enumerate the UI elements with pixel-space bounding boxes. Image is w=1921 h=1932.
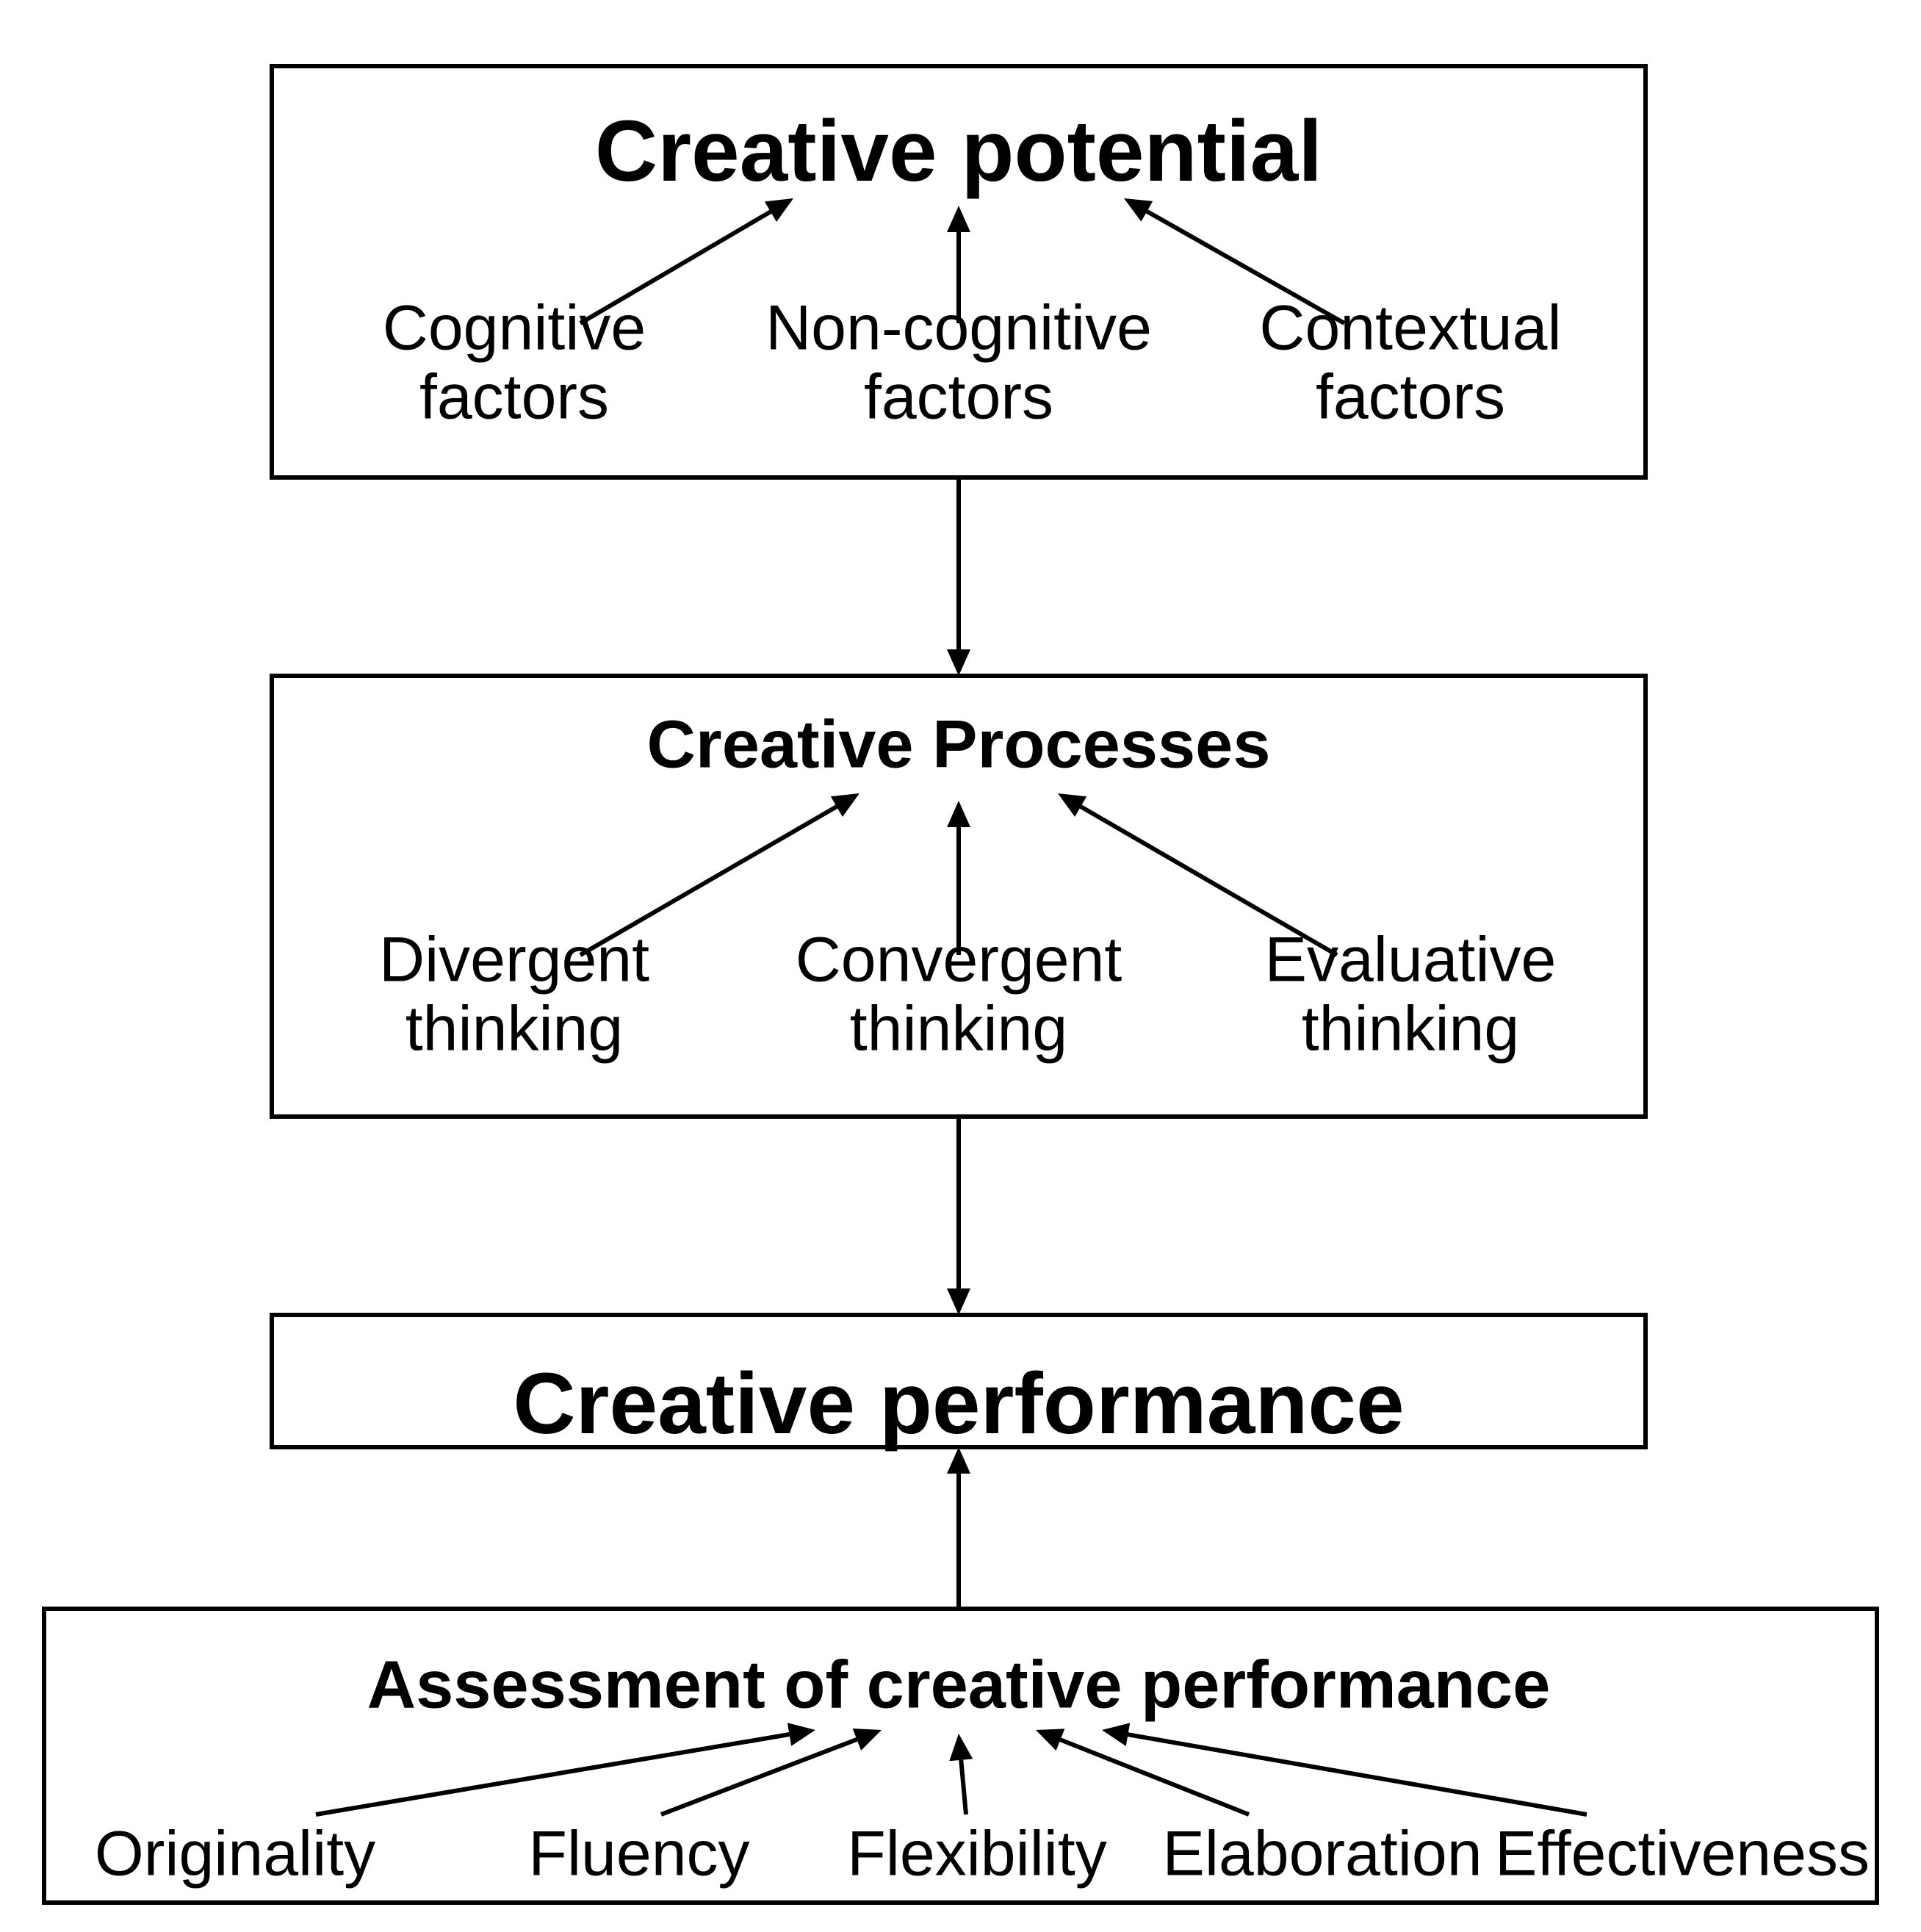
label-contextual-line1: Contextual (1259, 293, 1561, 364)
label-cognitive: Cognitivefactors (383, 293, 646, 433)
arrow-assessment_to_performance (947, 1447, 970, 1609)
label-effectiveness: Effectiveness (1495, 1819, 1870, 1889)
label-evaluative-line1: Evaluative (1265, 925, 1557, 995)
title-creative-processes: Creative Processes (646, 707, 1270, 782)
label-cognitive-line2: factors (419, 362, 609, 433)
label-elaboration: Elaboration (1162, 1819, 1482, 1889)
label-evaluative: Evaluativethinking (1265, 925, 1557, 1064)
label-fluency-line1: Fluency (528, 1819, 749, 1889)
arrow-elaboration-to-assessment-title (1036, 1729, 1249, 1814)
label-contextual-line2: factors (1316, 362, 1505, 433)
label-divergent-line2: thinking (406, 994, 623, 1064)
arrow-potential_to_processes (947, 477, 970, 676)
title-creative-performance: Creative performance (513, 1355, 1404, 1452)
label-originality-line1: Originality (95, 1819, 375, 1889)
arrow-fluency-to-assessment-title (661, 1729, 882, 1814)
label-convergent-line2: thinking (850, 994, 1067, 1064)
label-flexibility: Flexibility (847, 1819, 1107, 1889)
label-fluency: Fluency (528, 1819, 749, 1889)
title-creative-potential: Creative potential (595, 103, 1322, 200)
label-cognitive-line1: Cognitive (383, 293, 646, 364)
label-non_cognitive-line2: factors (864, 362, 1053, 433)
arrow-effectiveness-to-assessment-title (1102, 1723, 1587, 1814)
arrow-cognitive-to-potential-title (580, 198, 793, 323)
label-flexibility-line1: Flexibility (847, 1819, 1107, 1889)
label-divergent-line1: Divergent (379, 925, 649, 995)
arrow-originality-to-assessment-title (316, 1723, 815, 1814)
label-effectiveness-line1: Effectiveness (1495, 1819, 1870, 1889)
label-originality: Originality (95, 1819, 375, 1889)
title-assessment: Assessment of creative performance (367, 1647, 1551, 1722)
arrow-flexibility-to-assessment-title (949, 1734, 973, 1814)
label-elaboration-line1: Elaboration (1162, 1819, 1482, 1889)
label-contextual: Contextualfactors (1259, 293, 1561, 433)
arrow-contextual-to-potential-title (1124, 198, 1344, 323)
diagram-canvas: Creative potential Creative Processes Crea… (0, 0, 1921, 1932)
label-divergent: Divergentthinking (379, 925, 649, 1064)
arrow-processes_to_performance (947, 1117, 970, 1315)
label-evaluative-line2: thinking (1302, 994, 1519, 1064)
